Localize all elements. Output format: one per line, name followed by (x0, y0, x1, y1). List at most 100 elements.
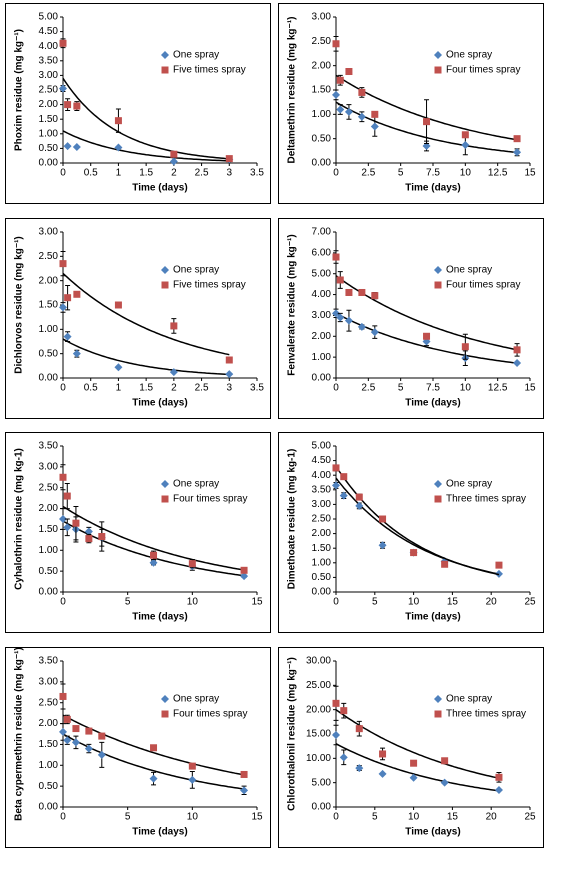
trend-curve (335, 275, 518, 351)
point (357, 322, 366, 331)
x-tick-label: 2 (171, 168, 177, 179)
point (150, 744, 158, 752)
point (72, 519, 80, 527)
y-tick-label: 2.50 (39, 85, 59, 96)
y-tick-label: 2.50 (39, 697, 59, 708)
legend-marker (434, 495, 442, 503)
panel-border (278, 647, 544, 848)
x-tick-label: 0.5 (84, 168, 98, 179)
x-tick-label: 0 (60, 597, 66, 608)
legend-label: One spray (173, 694, 219, 705)
trend-curve (62, 130, 230, 162)
point (370, 122, 379, 131)
panel: 0.00 1.00 2.00 3.00 4.00 5.00 6.00 7.00 0 2.5 5 7.5… (278, 218, 544, 419)
point (73, 102, 81, 110)
point (59, 692, 67, 700)
y-tick-label: 2.00 (39, 503, 59, 514)
panel-border (278, 432, 544, 633)
legend-label: One spray (446, 265, 492, 276)
trend-curve (335, 709, 500, 779)
y-axis-title: Dimethoate residue (mg kg-1) (287, 449, 298, 590)
point (98, 732, 106, 740)
x-axis-title: Time (days) (405, 398, 460, 409)
point (379, 750, 387, 758)
legend-label: One spray (173, 479, 219, 490)
point (494, 785, 503, 794)
y-tick-label: 0.00 (39, 373, 59, 384)
y-tick-label: 1.50 (312, 85, 332, 96)
y-tick-label: 5.00 (312, 268, 332, 279)
legend-marker (434, 695, 442, 703)
x-axis-title: Time (days) (132, 612, 187, 623)
point (149, 558, 158, 567)
y-tick-label: 3.50 (39, 55, 59, 66)
point (63, 142, 72, 151)
legend-marker (434, 66, 442, 74)
point (345, 68, 353, 76)
y-tick-label: 3.00 (39, 227, 59, 238)
y-tick-label: 0.00 (39, 158, 59, 169)
y-tick-label: 30.00 (306, 656, 331, 667)
point (188, 560, 196, 568)
y-tick-label: 10.00 (306, 753, 331, 764)
y-tick-label: 2.00 (39, 99, 59, 110)
trend-curve (62, 505, 245, 571)
x-tick-label: 12.5 (488, 383, 508, 394)
panel: 0.00 0.50 1.00 1.50 2.00 2.50 3.00 3.50 0 5 10 15 Ti… (5, 647, 271, 848)
point (332, 464, 340, 472)
point (441, 757, 449, 765)
y-tick-label: 2.50 (39, 482, 59, 493)
x-tick-label: 3.5 (250, 168, 264, 179)
point (72, 725, 80, 733)
point (339, 491, 348, 500)
x-tick-label: 15 (447, 812, 459, 823)
y-tick-label: 0.50 (39, 566, 59, 577)
point (355, 493, 363, 501)
point (409, 773, 418, 782)
panel-border (5, 432, 271, 633)
point (332, 90, 340, 99)
point (240, 566, 248, 574)
point (461, 140, 470, 149)
point (332, 40, 340, 48)
x-tick-label: 10 (408, 597, 420, 608)
x-tick-label: 15 (524, 383, 536, 394)
legend-marker (161, 480, 169, 488)
point (169, 157, 178, 166)
y-axis-title: Fenvalerate residue (mg kg⁻¹) (287, 234, 298, 375)
y-tick-label: 2.00 (39, 275, 59, 286)
point (84, 527, 93, 536)
point (423, 332, 431, 340)
x-tick-label: 5 (372, 812, 378, 823)
y-tick-label: 7.00 (312, 227, 332, 238)
x-tick-label: 0 (333, 383, 339, 394)
x-axis-title: Time (days) (132, 827, 187, 838)
panel: 0.00 0.50 1.00 1.50 2.00 2.50 3.00 3.50 0 5 10 15 Ti… (5, 432, 271, 633)
x-tick-label: 2 (171, 383, 177, 394)
legend-marker (434, 480, 442, 488)
y-tick-label: 3.00 (312, 12, 332, 23)
y-tick-label: 3.50 (39, 441, 59, 452)
x-tick-label: 10 (460, 383, 472, 394)
point (355, 764, 364, 773)
y-tick-label: 3.00 (39, 676, 59, 687)
trend-curve (62, 714, 245, 776)
legend-label: One spray (446, 50, 492, 61)
point (114, 117, 122, 125)
trend-curve (62, 733, 245, 790)
y-axis-title: Cyhalothrin residue (mg kg-1) (14, 448, 25, 590)
trend-curve (62, 77, 230, 160)
point (495, 561, 503, 569)
point (332, 253, 340, 261)
y-tick-label: 2.50 (39, 251, 59, 262)
point (440, 778, 449, 787)
y-axis-title: Dichlorvos residue (mg kg⁻¹) (14, 236, 25, 374)
legend-label: Three times spray (446, 709, 526, 720)
point (344, 316, 353, 325)
y-axis-title: Deltamethrin residue (mg kg⁻¹) (287, 17, 298, 164)
point (495, 773, 503, 781)
legend-marker (434, 710, 442, 718)
point (513, 148, 522, 157)
legend-marker (161, 51, 169, 59)
y-tick-label: 1.00 (39, 324, 59, 335)
